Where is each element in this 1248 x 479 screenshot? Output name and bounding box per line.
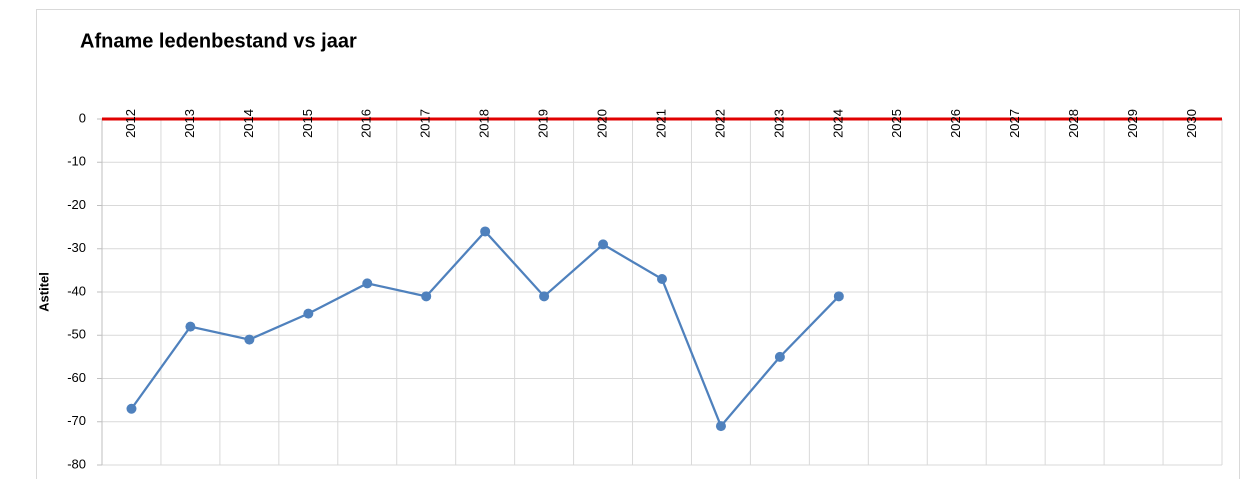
y-tick-label: -70	[67, 413, 86, 428]
x-tick-label: 2025	[889, 109, 904, 138]
x-tick-label: 2018	[477, 109, 492, 138]
x-tick-label: 2019	[536, 109, 551, 138]
x-tick-label: 2015	[300, 109, 315, 138]
point	[598, 239, 609, 250]
x-tick-label: 2016	[359, 109, 374, 138]
x-tick-label: 2022	[712, 109, 727, 138]
chart-title: Afname ledenbestand vs jaar	[80, 30, 357, 52]
x-tick-label: 2014	[241, 109, 256, 138]
x-tick-label: 2020	[594, 109, 609, 138]
point	[126, 403, 137, 414]
point	[657, 274, 667, 285]
y-tick-label: -20	[67, 197, 86, 212]
x-tick-label: 2028	[1066, 109, 1081, 138]
point	[421, 291, 432, 302]
point	[480, 226, 491, 237]
x-tick-label: 2013	[182, 109, 197, 138]
point	[303, 308, 314, 319]
y-tick-label: -50	[67, 327, 86, 342]
y-tick-label: -60	[67, 370, 86, 385]
point	[185, 321, 196, 332]
y-tick-label: -80	[67, 456, 86, 471]
point	[244, 334, 255, 345]
y-tick-label: 0	[79, 110, 86, 125]
point	[539, 291, 550, 302]
point	[715, 421, 726, 432]
x-tick-label: 2026	[948, 109, 963, 138]
x-tick-label: 2012	[123, 109, 138, 138]
point	[774, 351, 785, 362]
x-tick-label: 2024	[830, 109, 845, 138]
x-tick-label: 2023	[771, 109, 786, 138]
y-tick-label: -40	[67, 283, 86, 298]
x-tick-label: 2029	[1125, 109, 1140, 138]
x-tick-label: 2027	[1007, 109, 1022, 138]
x-tick-label: 2017	[418, 109, 433, 138]
point	[833, 291, 844, 302]
x-tick-label: 2021	[653, 109, 668, 138]
y-tick-label: -10	[67, 154, 86, 169]
y-tick-label: -30	[67, 240, 86, 255]
x-tick-label: 2030	[1184, 109, 1199, 138]
y-axis-label: Astitel	[36, 272, 51, 312]
point	[362, 278, 373, 289]
chart-frame	[36, 9, 1240, 479]
